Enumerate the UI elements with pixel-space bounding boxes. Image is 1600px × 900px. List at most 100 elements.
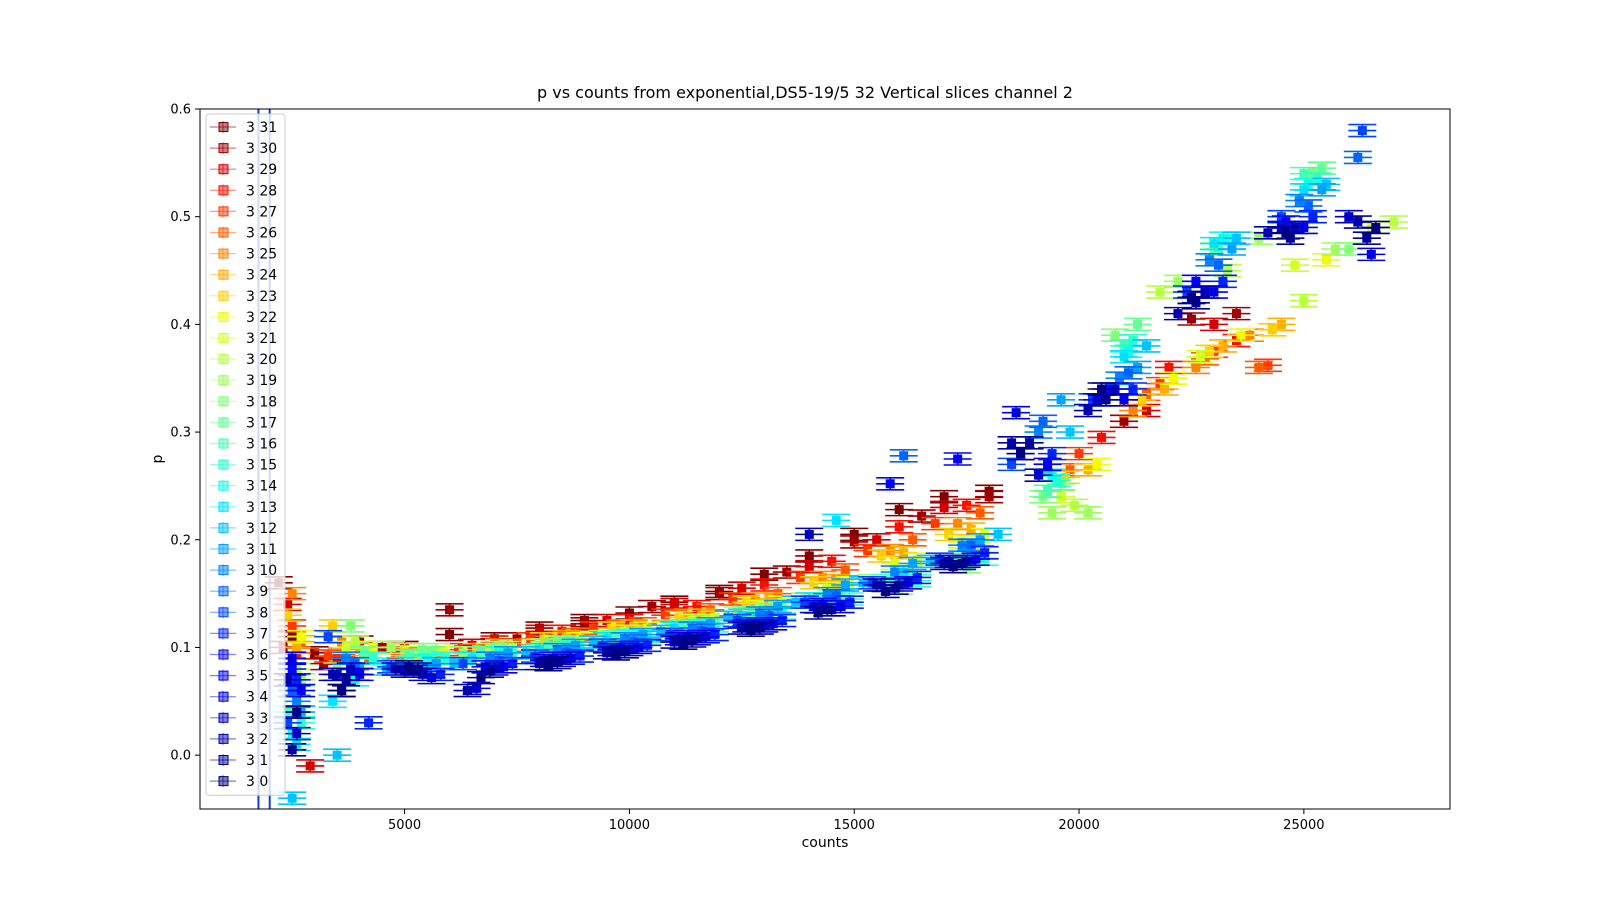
legend-entry: 3 30 bbox=[210, 141, 277, 157]
data-point bbox=[1087, 382, 1116, 396]
legend-label: 3 1 bbox=[246, 753, 268, 769]
data-point bbox=[867, 549, 896, 563]
data-point bbox=[435, 602, 464, 617]
legend-entry: 3 23 bbox=[210, 289, 277, 305]
data-point bbox=[1024, 468, 1053, 482]
data-point bbox=[282, 726, 311, 741]
plot-frame bbox=[199, 108, 1451, 810]
legend-entry: 3 0 bbox=[210, 774, 268, 790]
legend-entry: 3 25 bbox=[210, 247, 277, 263]
data-point bbox=[287, 629, 316, 644]
data-point bbox=[1006, 446, 1035, 461]
x-tick-label: 10000 bbox=[609, 818, 650, 833]
legend-label: 3 18 bbox=[246, 394, 277, 410]
data-point bbox=[1280, 258, 1309, 272]
x-axis-label: counts bbox=[802, 835, 849, 851]
data-point bbox=[943, 452, 972, 466]
data-point bbox=[282, 705, 311, 719]
legend-entry: 3 14 bbox=[210, 479, 277, 495]
data-point bbox=[1186, 349, 1215, 364]
y-tick-label: 0.3 bbox=[170, 426, 191, 441]
data-point bbox=[736, 623, 765, 638]
data-point bbox=[296, 759, 325, 773]
data-point bbox=[1348, 123, 1377, 138]
legend-entry: 3 15 bbox=[210, 458, 277, 474]
legend-label: 3 0 bbox=[246, 774, 268, 790]
y-tick-label: 0.4 bbox=[170, 318, 191, 333]
data-marks bbox=[264, 123, 1408, 806]
legend-entry: 3 16 bbox=[210, 437, 277, 453]
legend-label: 3 16 bbox=[246, 437, 277, 453]
data-point bbox=[534, 657, 563, 672]
legend-entry: 3 11 bbox=[210, 542, 277, 558]
data-point bbox=[930, 500, 959, 515]
data-point bbox=[1244, 360, 1273, 375]
legend-entry: 3 3 bbox=[210, 711, 268, 727]
x-tick-label: 15000 bbox=[834, 818, 875, 833]
legend-entry: 3 24 bbox=[210, 268, 277, 284]
data-point bbox=[871, 584, 900, 599]
data-point bbox=[885, 520, 914, 534]
data-point bbox=[1065, 446, 1094, 461]
data-point bbox=[1074, 403, 1103, 418]
data-point bbox=[822, 513, 851, 528]
data-point bbox=[1159, 371, 1188, 386]
data-point bbox=[934, 527, 963, 542]
data-point bbox=[1181, 360, 1210, 375]
legend-label: 3 30 bbox=[246, 141, 277, 157]
plot-area bbox=[257, 109, 1408, 809]
legend-label: 3 14 bbox=[246, 479, 277, 495]
legend-label: 3 12 bbox=[246, 521, 277, 537]
data-point bbox=[1114, 366, 1143, 380]
data-point bbox=[453, 683, 482, 698]
legend-label: 3 5 bbox=[246, 669, 268, 685]
y-axis-label: p bbox=[150, 454, 166, 463]
data-point bbox=[336, 619, 365, 633]
data-point bbox=[975, 489, 1004, 504]
legend-label: 3 26 bbox=[246, 226, 277, 242]
legend-entry: 3 12 bbox=[210, 521, 277, 537]
data-point bbox=[898, 532, 927, 547]
data-point bbox=[1038, 446, 1067, 461]
legend-label: 3 27 bbox=[246, 204, 277, 220]
legend-entry: 3 31 bbox=[210, 120, 277, 136]
legend-label: 3 2 bbox=[246, 732, 268, 748]
data-point bbox=[377, 640, 406, 655]
legend-label: 3 8 bbox=[246, 605, 268, 621]
data-point bbox=[1002, 405, 1031, 420]
data-point bbox=[889, 448, 918, 463]
data-point bbox=[700, 627, 729, 642]
data-point bbox=[449, 656, 478, 671]
data-point bbox=[282, 640, 311, 655]
data-point bbox=[1123, 317, 1152, 332]
data-point bbox=[314, 629, 343, 644]
data-point bbox=[1294, 199, 1323, 213]
legend-entry: 3 6 bbox=[210, 648, 268, 664]
data-point bbox=[354, 716, 383, 730]
data-point bbox=[1307, 182, 1336, 197]
y-tick-label: 0.1 bbox=[170, 641, 191, 656]
data-point bbox=[1361, 220, 1390, 235]
legend-label: 3 19 bbox=[246, 373, 277, 389]
data-point bbox=[804, 606, 833, 620]
data-point bbox=[318, 694, 347, 709]
legend-label: 3 22 bbox=[246, 310, 277, 326]
legend-entry: 3 18 bbox=[210, 394, 277, 410]
legend-label: 3 31 bbox=[246, 120, 277, 136]
x-tick-label: 20000 bbox=[1058, 818, 1099, 833]
data-point bbox=[1056, 425, 1085, 439]
data-point bbox=[1038, 506, 1067, 520]
legend-label: 3 4 bbox=[246, 690, 268, 706]
legend-label: 3 20 bbox=[246, 352, 277, 368]
legend-label: 3 29 bbox=[246, 162, 277, 178]
data-point bbox=[898, 556, 927, 571]
data-point bbox=[1087, 430, 1116, 445]
data-point bbox=[1204, 258, 1233, 272]
data-point bbox=[862, 532, 891, 547]
data-point bbox=[1289, 293, 1318, 308]
data-point bbox=[1217, 242, 1246, 256]
legend-label: 3 28 bbox=[246, 183, 277, 199]
legend-label: 3 21 bbox=[246, 331, 277, 347]
data-point bbox=[1083, 457, 1112, 472]
